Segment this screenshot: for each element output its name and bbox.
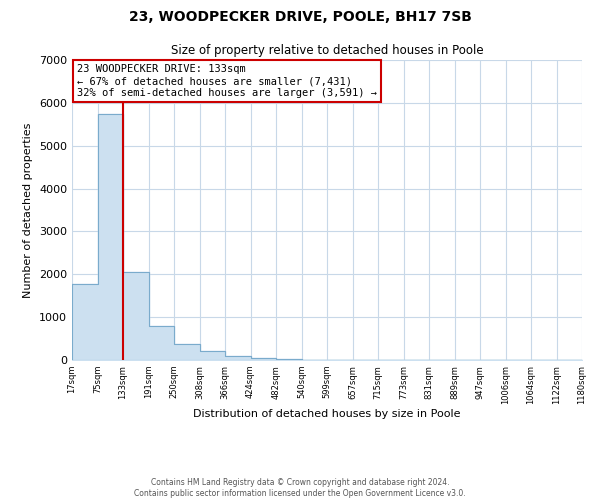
X-axis label: Distribution of detached houses by size in Poole: Distribution of detached houses by size … (193, 410, 461, 420)
Title: Size of property relative to detached houses in Poole: Size of property relative to detached ho… (170, 44, 484, 58)
Text: Contains HM Land Registry data © Crown copyright and database right 2024.
Contai: Contains HM Land Registry data © Crown c… (134, 478, 466, 498)
Y-axis label: Number of detached properties: Number of detached properties (23, 122, 34, 298)
Text: 23, WOODPECKER DRIVE, POOLE, BH17 7SB: 23, WOODPECKER DRIVE, POOLE, BH17 7SB (128, 10, 472, 24)
Text: 23 WOODPECKER DRIVE: 133sqm
← 67% of detached houses are smaller (7,431)
32% of : 23 WOODPECKER DRIVE: 133sqm ← 67% of det… (77, 64, 377, 98)
